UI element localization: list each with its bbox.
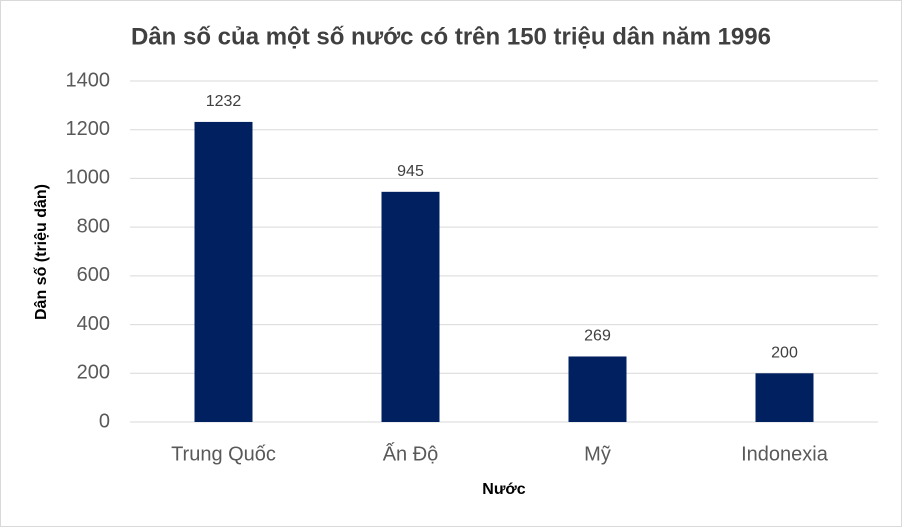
x-tick-label: Ấn Độ: [383, 442, 439, 465]
x-tick-label: Mỹ: [584, 443, 611, 465]
data-label: 200: [771, 345, 798, 362]
bar: [381, 191, 440, 422]
x-tick-label: Indonexia: [741, 443, 829, 465]
y-tick-label: 400: [77, 313, 110, 335]
bar: [194, 121, 253, 423]
data-label: 945: [397, 163, 424, 180]
y-tick-label: 1200: [66, 118, 111, 140]
x-axis-title: Nước: [482, 481, 526, 498]
x-tick-label: Trung Quốc: [171, 443, 276, 465]
data-label: 269: [584, 328, 611, 345]
chart-title: Dân số của một số nước có trên 150 triệu…: [131, 23, 771, 50]
bar: [568, 356, 627, 422]
y-tick-label: 1400: [66, 69, 111, 91]
y-tick-label: 200: [77, 362, 110, 384]
y-axis-title: Dân số (triệu dân): [33, 184, 50, 320]
bar: [755, 373, 814, 422]
y-tick-label: 600: [77, 264, 110, 286]
y-tick-label: 0: [99, 410, 110, 432]
data-label: 1232: [206, 93, 242, 110]
y-tick-label: 1000: [66, 167, 111, 189]
y-tick-label: 800: [77, 215, 110, 237]
